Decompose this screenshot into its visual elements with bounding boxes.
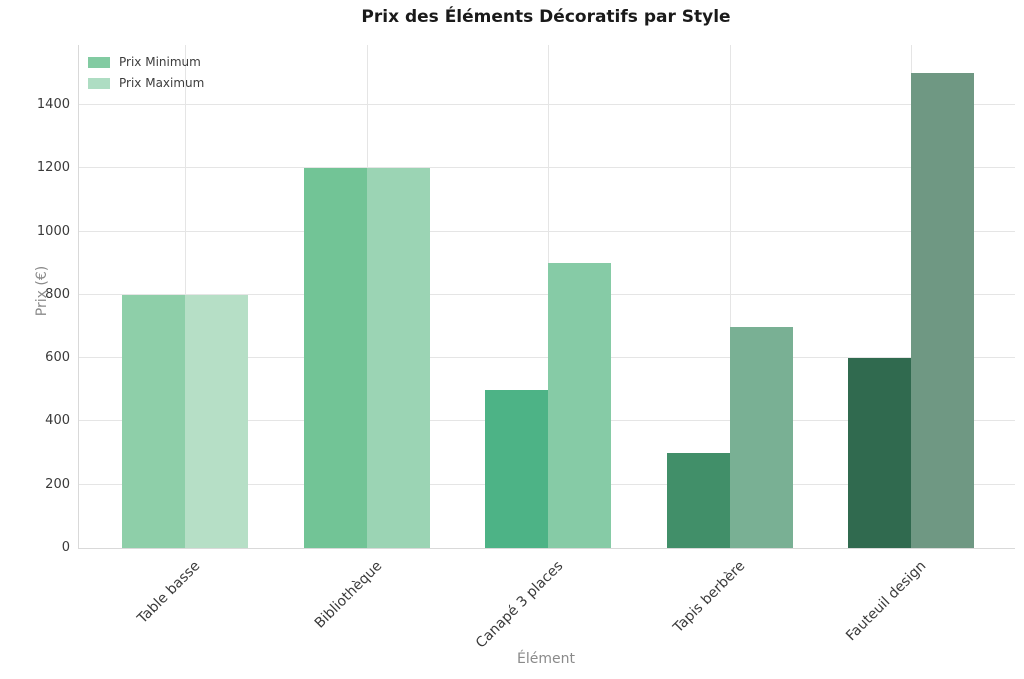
bar-prix-maximum-canape-3-places [548, 263, 611, 548]
y-tick-label-1000: 1000 [36, 223, 70, 239]
y-tick-label-600: 600 [45, 350, 70, 366]
legend-swatch-prix-maximum [88, 77, 110, 89]
bar-prix-maximum-bibliotheque [366, 168, 430, 548]
y-tick-label-1200: 1200 [36, 160, 70, 176]
bar-prix-maximum-fauteuil-design [911, 73, 974, 548]
legend: Prix Minimum Prix Maximum [88, 55, 204, 97]
bar-prix-minimum-bibliotheque [303, 168, 367, 548]
y-tick-label-800: 800 [45, 286, 70, 302]
legend-item-prix-maximum: Prix Maximum [88, 76, 204, 90]
chart-title: Prix des Éléments Décoratifs par Style [361, 7, 731, 27]
plot-area [78, 45, 1015, 549]
gridline-y-1400 [79, 104, 1015, 106]
x-tick-label-bibliotheque: Bibliothèque [311, 558, 385, 632]
x-axis-title: Élément [517, 651, 575, 667]
bar-prix-minimum-fauteuil-design [848, 358, 911, 548]
bar-prix-minimum-canape-3-places [485, 389, 548, 548]
x-tick-label-canape-3-places: Canapé 3 places [472, 558, 567, 652]
y-tick-label-400: 400 [45, 413, 70, 429]
y-tick-label-0: 0 [61, 540, 70, 555]
y-tick-label-1400: 1400 [36, 97, 70, 113]
x-tick-label-fauteuil-design: Fauteuil design [843, 558, 930, 645]
legend-label-prix-maximum: Prix Maximum [119, 76, 205, 90]
y-tick-label-200: 200 [45, 476, 70, 492]
x-tick-label-table-basse: Table basse [134, 558, 204, 627]
bar-prix-maximum-table-basse [185, 294, 248, 548]
gridline-y-1000 [79, 230, 1015, 232]
gridline-y-1200 [79, 167, 1015, 169]
gridline-x-tapis-berbere [729, 45, 731, 548]
legend-label-prix-minimum: Prix Minimum [119, 55, 201, 69]
gridline-y-800 [79, 293, 1015, 295]
bar-prix-maximum-tapis-berbere [729, 326, 793, 548]
gridline-y-600 [79, 357, 1015, 359]
x-tick-label-tapis-berbere: Tapis berbère [669, 558, 748, 636]
bar-prix-minimum-tapis-berbere [666, 453, 730, 548]
bar-prix-minimum-table-basse [122, 294, 185, 548]
legend-swatch-prix-minimum [88, 56, 110, 68]
legend-item-prix-minimum: Prix Minimum [88, 55, 204, 69]
